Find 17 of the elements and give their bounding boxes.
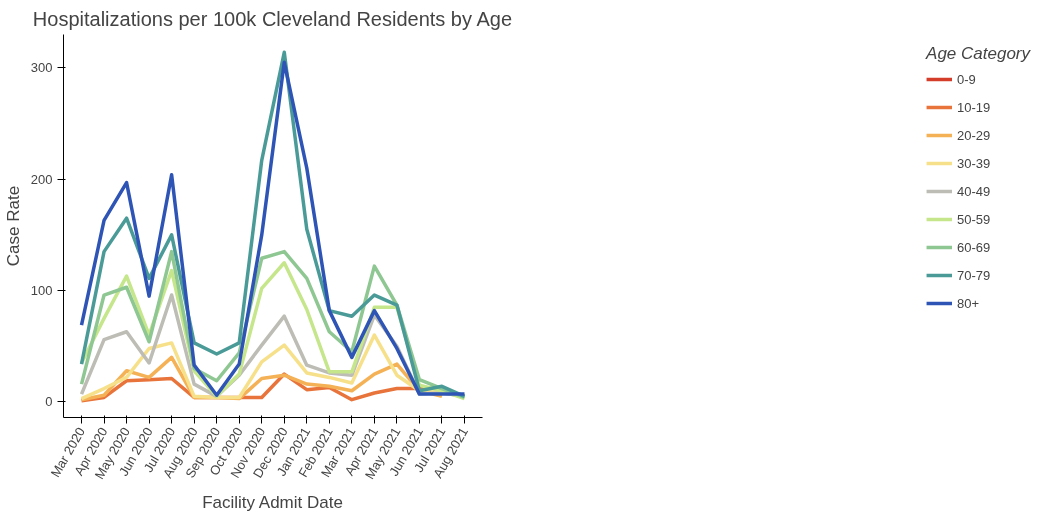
legend-title: Age Category — [926, 44, 1030, 64]
y-tick-label: 300 — [30, 60, 53, 76]
y-tick-label: 0 — [45, 394, 53, 410]
legend-label: 70-79 — [957, 267, 991, 283]
legend-label: 0-9 — [957, 71, 977, 87]
legend-label: 30-39 — [957, 155, 991, 171]
legend-label: 10-19 — [957, 99, 991, 115]
chart-title: Hospitalizations per 100k Cleveland Residents by Age — [32, 7, 513, 30]
legend-label: 60-69 — [957, 239, 991, 255]
x-axis-title: Facility Admit Date — [202, 493, 343, 513]
y-tick-label: 100 — [30, 283, 53, 299]
legend-label: 80+ — [957, 295, 980, 311]
legend-label: 40-49 — [957, 183, 991, 199]
y-axis-title: Case Rate — [3, 185, 23, 267]
y-tick-label: 200 — [30, 171, 53, 187]
legend-label: 20-29 — [957, 127, 991, 143]
legend-label: 50-59 — [957, 211, 991, 227]
